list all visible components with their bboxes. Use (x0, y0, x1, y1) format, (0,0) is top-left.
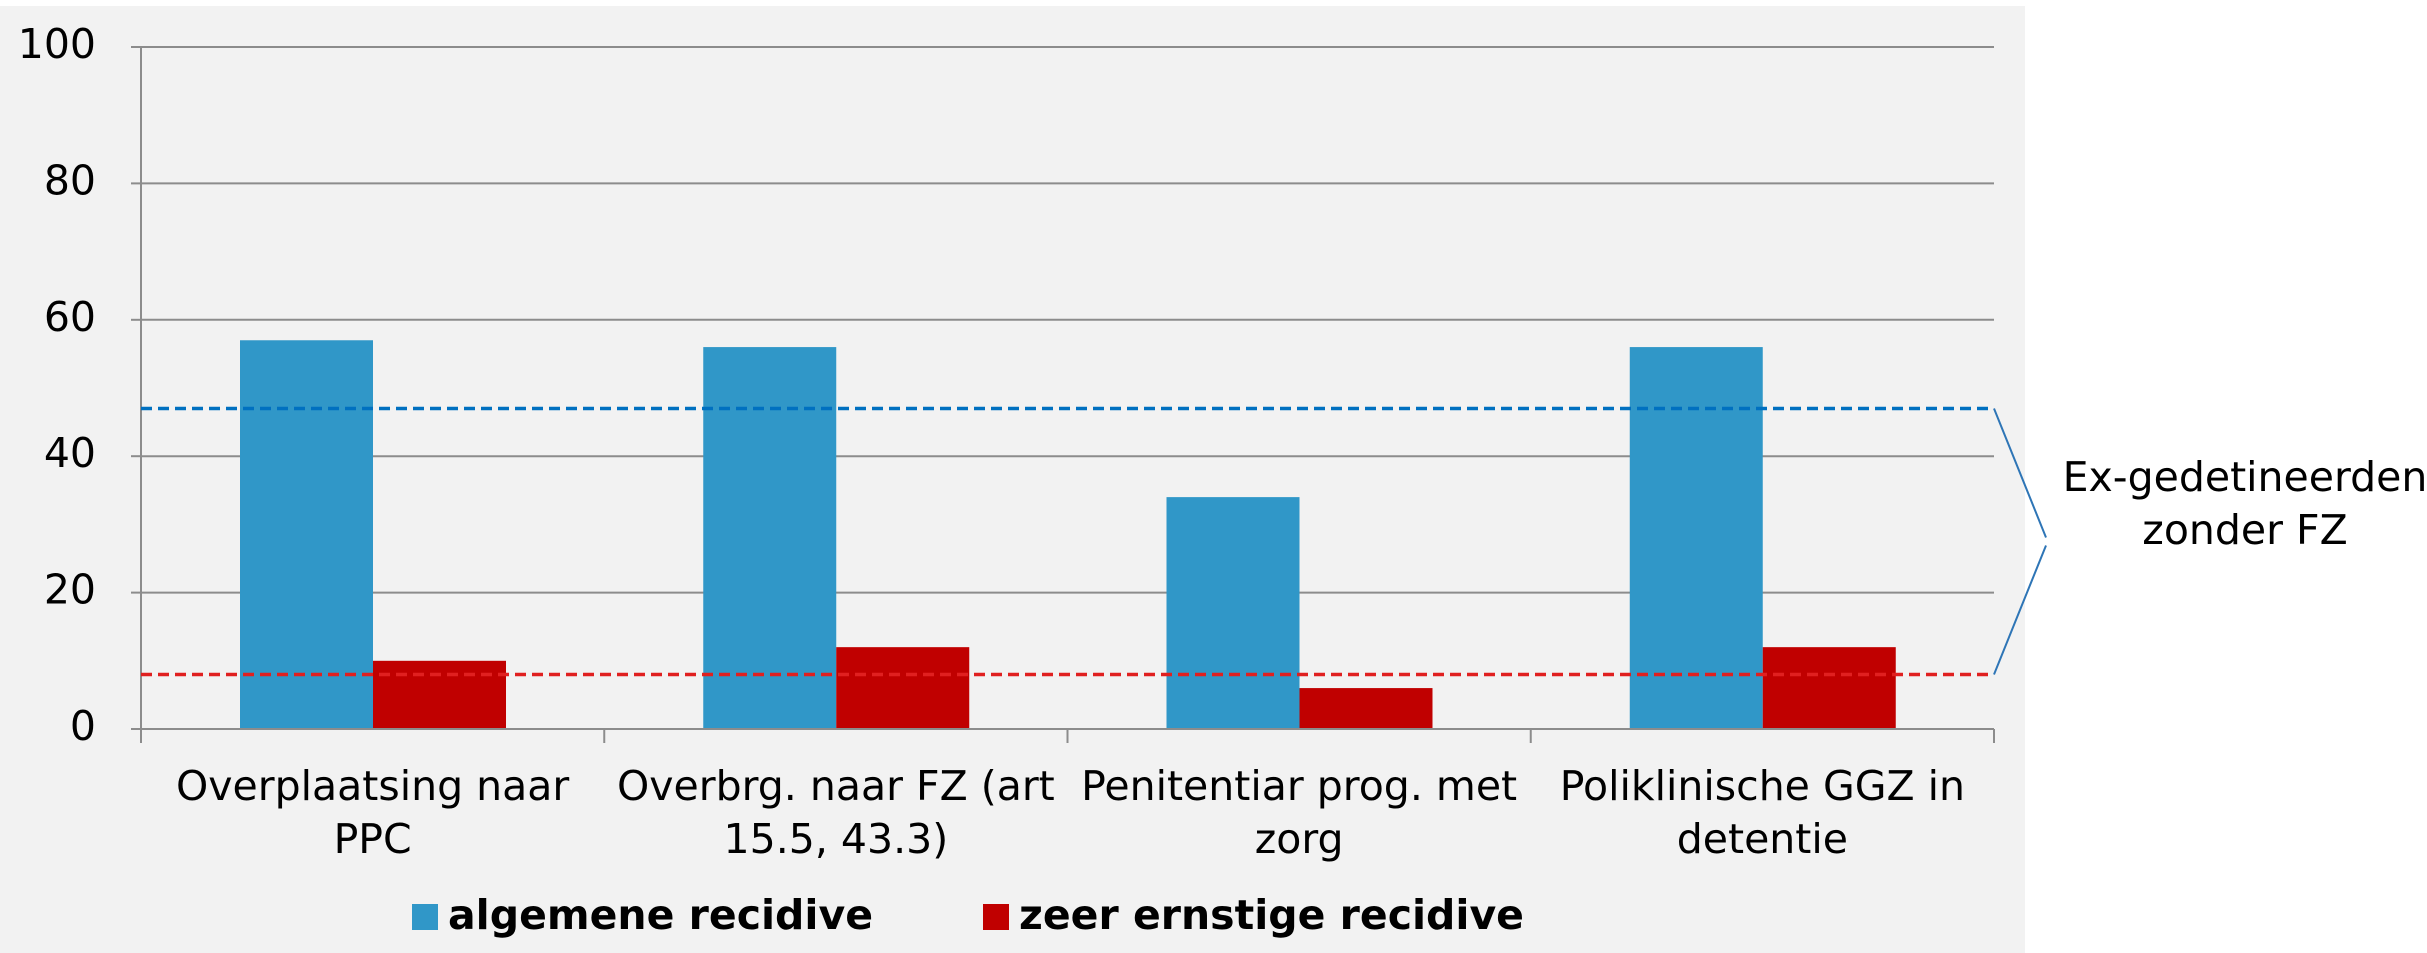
x-tick-label: Poliklinische GGZ in detentie (1559, 762, 1965, 863)
x-tick-label: Overbrg. naar FZ (art 15.5, 43.3) (617, 762, 1055, 863)
annotation: Ex-gedetineerden zonder FZ (2062, 453, 2427, 555)
legend-label: zeer ernstige recidive (1019, 891, 1524, 939)
bar (1629, 347, 1763, 729)
x-tick-label: Penitentiar prog. met zorg (1081, 762, 1518, 863)
legend-swatch (983, 904, 1009, 930)
bar (1762, 647, 1896, 729)
y-tick-label: 100 (18, 20, 96, 68)
y-tick-label: 80 (44, 156, 96, 204)
bar (703, 347, 837, 729)
bar (836, 647, 970, 729)
legend-swatch (412, 904, 438, 930)
y-tick-label: 0 (70, 702, 96, 750)
annotation-box: Ex-gedetineerden zonder FZ (2062, 453, 2427, 555)
bar (373, 660, 506, 729)
x-tick-label-box: Penitentiar prog. met zorg (1081, 762, 1518, 863)
x-tick-label-box: Overplaatsing naar PPC (176, 762, 570, 863)
bar (1299, 688, 1433, 729)
x-tick-label: Overplaatsing naar PPC (176, 762, 570, 863)
y-tick-label: 60 (44, 293, 96, 341)
y-tick-label: 40 (44, 429, 96, 477)
y-tick-label: 20 (44, 566, 96, 614)
bar (1166, 497, 1300, 729)
x-tick-label-box: Poliklinische GGZ in detentie (1559, 762, 1965, 863)
bracket (1993, 408, 2047, 675)
bar (240, 340, 373, 729)
legend-label: algemene recidive (448, 891, 873, 939)
x-tick-label-box: Overbrg. naar FZ (art 15.5, 43.3) (617, 762, 1055, 863)
